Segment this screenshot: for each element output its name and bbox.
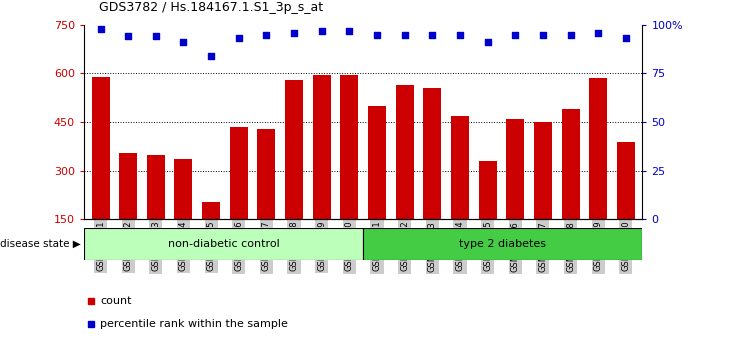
Point	[510, 32, 521, 37]
Point	[261, 32, 272, 37]
Bar	[258, 129, 275, 219]
Point	[454, 32, 466, 37]
Bar	[364, 228, 642, 260]
Point	[123, 34, 134, 39]
Bar	[534, 122, 552, 219]
Text: GDS3782 / Hs.184167.1.S1_3p_s_at: GDS3782 / Hs.184167.1.S1_3p_s_at	[99, 1, 323, 14]
Bar	[91, 77, 110, 219]
Point	[95, 26, 107, 32]
Point	[537, 32, 549, 37]
Point	[592, 30, 604, 35]
Bar	[589, 78, 607, 219]
Point	[177, 40, 189, 45]
Point	[426, 32, 438, 37]
Point	[316, 28, 328, 33]
Point	[288, 30, 300, 35]
Bar	[230, 127, 247, 219]
Bar	[396, 85, 414, 219]
Bar	[84, 228, 364, 260]
Bar	[506, 119, 524, 219]
Text: non-diabetic control: non-diabetic control	[168, 239, 280, 249]
Point	[620, 35, 631, 41]
Bar	[202, 202, 220, 219]
Bar	[368, 106, 386, 219]
Bar	[479, 161, 496, 219]
Bar	[423, 88, 441, 219]
Point	[565, 32, 577, 37]
Bar	[285, 80, 303, 219]
Bar	[561, 109, 580, 219]
Point	[344, 28, 356, 33]
Point	[150, 34, 161, 39]
Text: percentile rank within the sample: percentile rank within the sample	[101, 319, 288, 329]
Point	[205, 53, 217, 59]
Point	[399, 32, 410, 37]
Text: count: count	[101, 296, 132, 306]
Bar	[451, 116, 469, 219]
Text: type 2 diabetes: type 2 diabetes	[459, 239, 546, 249]
Bar	[312, 75, 331, 219]
Text: disease state ▶: disease state ▶	[0, 239, 80, 249]
Bar	[147, 155, 165, 219]
Point	[371, 32, 383, 37]
Point	[482, 40, 493, 45]
Bar	[119, 153, 137, 219]
Bar	[617, 142, 635, 219]
Bar	[340, 75, 358, 219]
Point	[233, 35, 245, 41]
Bar	[174, 159, 193, 219]
